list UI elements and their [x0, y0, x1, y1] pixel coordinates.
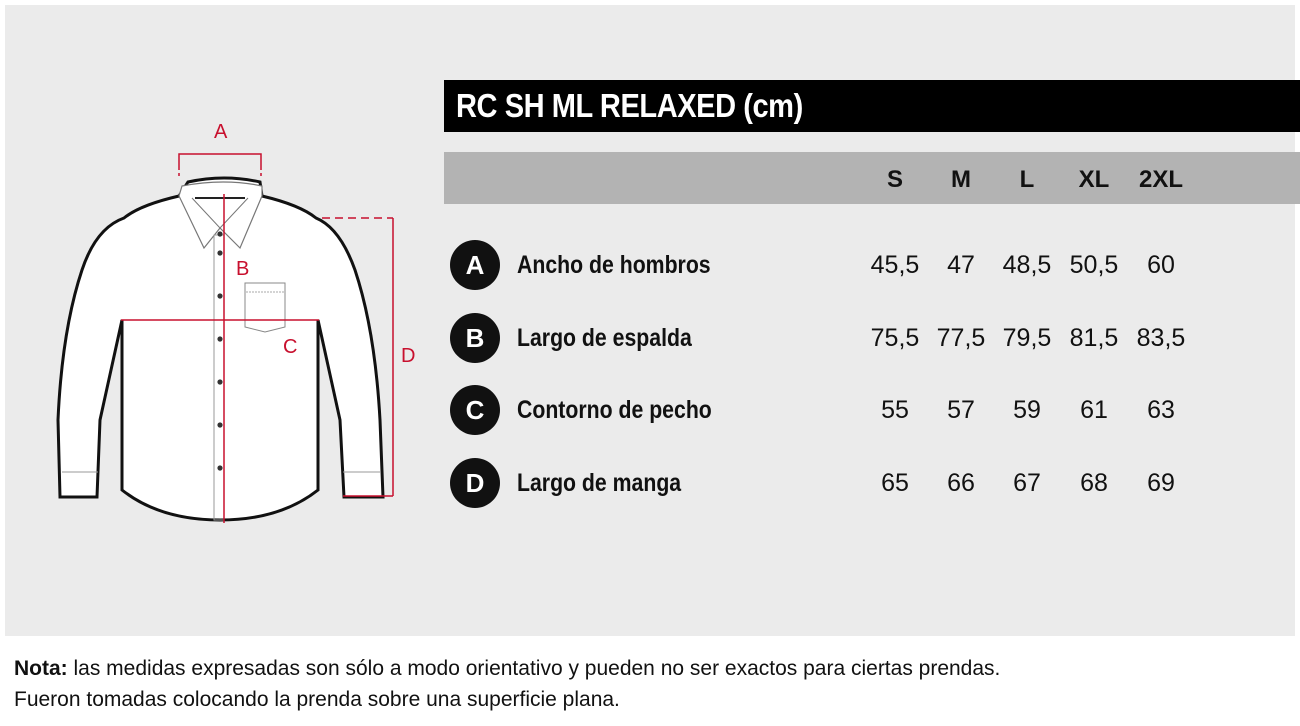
value: 65	[881, 469, 909, 497]
badge-d-icon: D	[450, 458, 500, 508]
row-b: B Largo de espalda 75,5 77,5 79,5 81,5 8…	[0, 313, 1300, 363]
size-m: M	[951, 166, 971, 193]
value: 55	[881, 396, 909, 424]
chart-title: RC SH ML RELAXED (cm)	[456, 87, 803, 124]
shirt-diagram: A B C D	[56, 121, 415, 523]
note: Nota: las medidas expresadas son sólo a …	[14, 653, 1000, 715]
value: 68	[1080, 469, 1108, 497]
label-b: B	[236, 258, 249, 280]
buttons	[217, 231, 223, 471]
label-d: D	[401, 345, 415, 367]
size-l: L	[1019, 166, 1035, 193]
chart-title-bar: RC SH ML RELAXED (cm)	[444, 80, 1300, 132]
size-2xl: 2XL	[1138, 166, 1183, 193]
row-d: D Largo de manga 65 66 67 68 69	[0, 458, 1300, 508]
label-c: C	[283, 336, 297, 358]
value: 81,5	[1069, 324, 1119, 352]
row-c: C Contorno de pecho 55 57 59 61 63	[0, 385, 1300, 435]
row-label: Largo de manga	[517, 469, 682, 497]
value: 47	[947, 251, 975, 279]
badge-b-icon: B	[450, 313, 500, 363]
label-a: A	[214, 121, 228, 143]
value: 77,5	[936, 324, 986, 352]
note-line-1: las medidas expresadas son sólo a modo o…	[67, 657, 1001, 680]
value: 45,5	[870, 251, 920, 279]
value: 57	[947, 396, 975, 424]
badge-a-icon: A	[450, 240, 500, 290]
note-line-2: Fueron tomadas colocando la prenda sobre…	[14, 688, 620, 711]
value: 69	[1147, 469, 1175, 497]
shirt-outline	[56, 176, 385, 522]
size-header: S M L XL 2XL	[444, 152, 1300, 204]
size-s: S	[886, 166, 903, 193]
value: 75,5	[870, 324, 920, 352]
value: 63	[1147, 396, 1175, 424]
badge-c-icon: C	[450, 385, 500, 435]
note-prefix: Nota:	[14, 657, 68, 680]
row-label: Largo de espalda	[517, 324, 692, 352]
value: 48,5	[1002, 251, 1052, 279]
value: 83,5	[1136, 324, 1186, 352]
row-a: A Ancho de hombros 45,5 47 48,5 50,5 60	[0, 240, 1300, 290]
value: 50,5	[1069, 251, 1119, 279]
size-xl: XL	[1078, 166, 1110, 193]
value: 79,5	[1002, 324, 1052, 352]
value: 61	[1080, 396, 1108, 424]
row-label: Ancho de hombros	[517, 251, 711, 279]
measure-lines	[121, 153, 394, 523]
row-label: Contorno de pecho	[517, 396, 712, 424]
value: 59	[1013, 396, 1041, 424]
value: 67	[1013, 469, 1041, 497]
value: 60	[1147, 251, 1175, 279]
value: 66	[947, 469, 975, 497]
